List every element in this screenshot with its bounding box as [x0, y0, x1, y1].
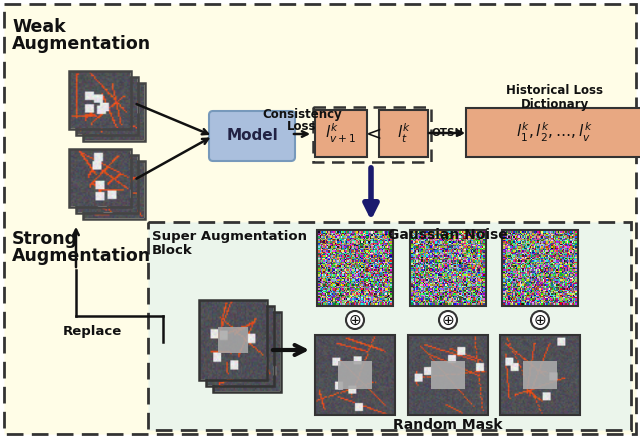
- Bar: [500, 335, 580, 415]
- Text: OTSU: OTSU: [431, 128, 463, 138]
- Text: Gaussian Noise: Gaussian Noise: [388, 228, 508, 242]
- FancyBboxPatch shape: [148, 222, 631, 430]
- Text: Weak: Weak: [12, 18, 66, 36]
- Text: Model: Model: [226, 128, 278, 143]
- Text: Dictionary: Dictionary: [521, 98, 589, 111]
- Text: Super Augmentation: Super Augmentation: [152, 230, 307, 243]
- Bar: [69, 71, 131, 129]
- Bar: [317, 230, 393, 306]
- Bar: [206, 306, 274, 386]
- Bar: [232, 339, 262, 365]
- FancyBboxPatch shape: [315, 110, 367, 157]
- Bar: [408, 335, 488, 415]
- Bar: [410, 230, 486, 306]
- Text: Loss: Loss: [287, 120, 317, 133]
- Bar: [502, 230, 578, 306]
- Text: Augmentation: Augmentation: [12, 247, 151, 265]
- Text: $l^k_t$: $l^k_t$: [397, 122, 410, 145]
- Text: Random Mask: Random Mask: [393, 418, 503, 432]
- Circle shape: [531, 311, 549, 329]
- Text: $<$: $<$: [362, 124, 382, 143]
- Bar: [199, 300, 267, 380]
- Text: Replace: Replace: [62, 325, 122, 339]
- Circle shape: [439, 311, 457, 329]
- Text: $\oplus$: $\oplus$: [442, 313, 454, 328]
- Bar: [225, 333, 255, 359]
- FancyBboxPatch shape: [379, 110, 428, 157]
- Bar: [69, 149, 131, 207]
- Bar: [76, 155, 138, 213]
- Bar: [83, 161, 145, 219]
- Bar: [338, 361, 372, 389]
- Text: Augmentation: Augmentation: [12, 35, 151, 53]
- FancyBboxPatch shape: [4, 4, 636, 434]
- Text: Strong: Strong: [12, 230, 78, 248]
- Text: Consistency: Consistency: [262, 108, 342, 121]
- Text: $l^k_1, l^k_2, \ldots, l^k_v$: $l^k_1, l^k_2, \ldots, l^k_v$: [516, 121, 593, 144]
- Bar: [315, 335, 395, 415]
- Text: $\oplus$: $\oplus$: [533, 313, 547, 328]
- Circle shape: [346, 311, 364, 329]
- Text: $l^k_{v+1}$: $l^k_{v+1}$: [325, 122, 356, 145]
- Text: Block: Block: [152, 244, 193, 257]
- Bar: [218, 327, 248, 353]
- FancyBboxPatch shape: [209, 111, 295, 161]
- Bar: [213, 312, 281, 392]
- Text: Historical Loss: Historical Loss: [506, 84, 604, 97]
- Text: $\oplus$: $\oplus$: [348, 313, 362, 328]
- Bar: [83, 83, 145, 141]
- Bar: [523, 361, 557, 389]
- FancyBboxPatch shape: [466, 108, 640, 157]
- Bar: [76, 77, 138, 135]
- Bar: [431, 361, 465, 389]
